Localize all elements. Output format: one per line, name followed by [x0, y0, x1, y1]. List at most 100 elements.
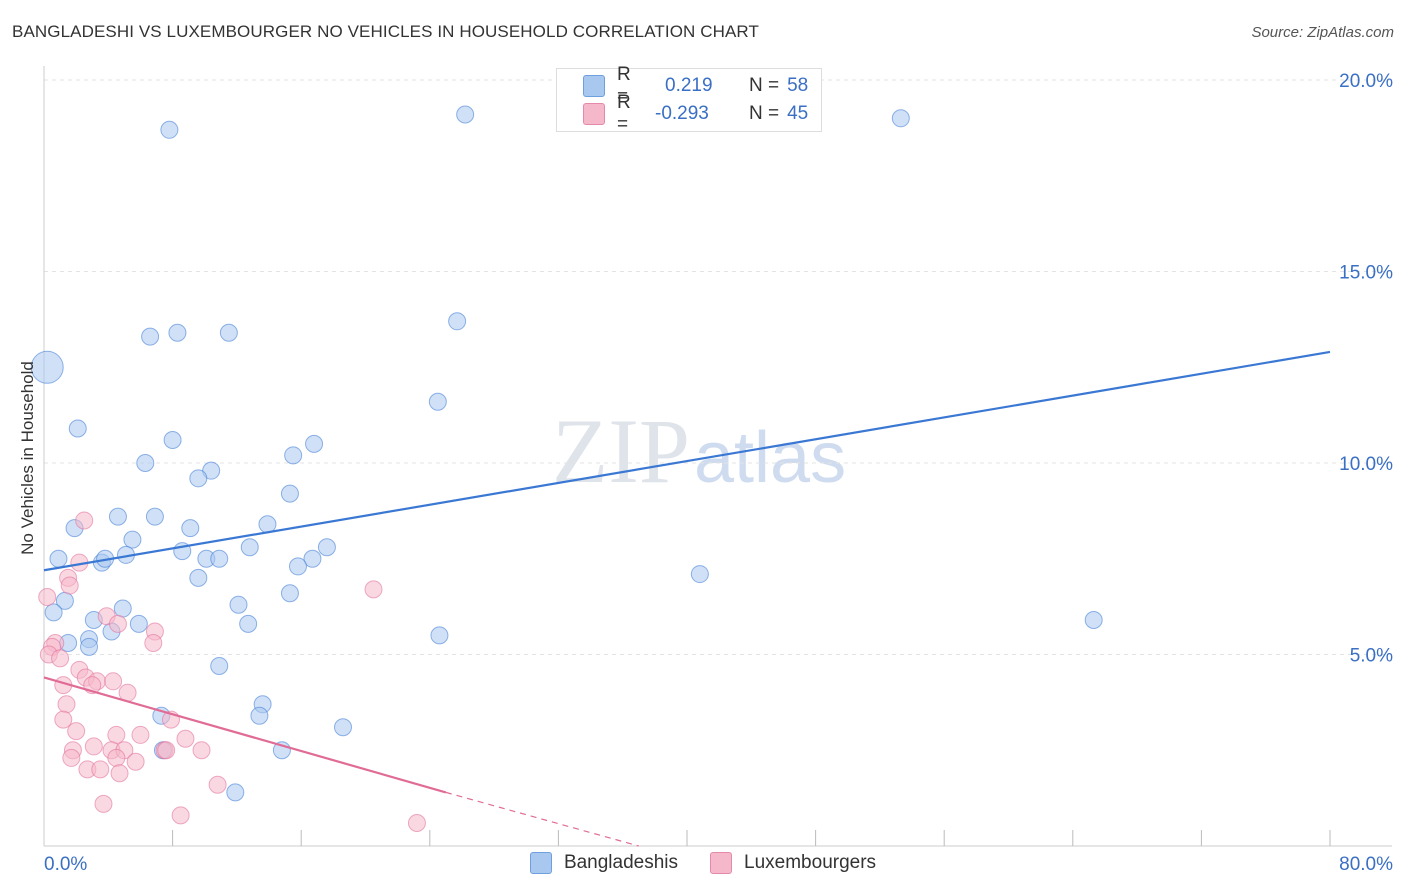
- y-axis-label: No Vehicles in Household: [18, 361, 37, 555]
- data-point-bangladeshis: [891, 109, 910, 128]
- data-point-bangladeshis: [123, 530, 142, 549]
- data-point-luxembourgers: [38, 588, 57, 607]
- data-point-luxembourgers: [84, 737, 103, 756]
- data-point-luxembourgers: [364, 580, 383, 599]
- data-point-bangladeshis: [210, 656, 229, 675]
- series-legend: Bangladeshis Luxembourgers: [0, 852, 1406, 874]
- data-point-bangladeshis: [113, 599, 132, 618]
- data-point-bangladeshis: [428, 392, 447, 411]
- data-point-bangladeshis: [448, 312, 467, 331]
- watermark-zip: ZIP: [552, 400, 690, 502]
- data-point-bangladeshis: [229, 595, 248, 614]
- data-point-luxembourgers: [171, 806, 190, 825]
- x-tick-label: 80.0%: [1339, 854, 1393, 875]
- data-point-bangladeshis: [189, 469, 208, 488]
- data-point-bangladeshis: [239, 614, 258, 633]
- data-point-bangladeshis: [163, 431, 182, 450]
- stats-legend: R = 0.219 N = 58 R = -0.293 N = 45: [556, 64, 822, 135]
- legend-swatch-bangladeshis: [529, 852, 552, 874]
- data-point-bangladeshis: [168, 323, 187, 342]
- data-point-luxembourgers: [192, 741, 211, 760]
- data-point-bangladeshis: [210, 549, 229, 568]
- y-tick-label: 20.0%: [1339, 71, 1393, 92]
- data-point-luxembourgers: [104, 672, 123, 691]
- legend-r-value: 0.219: [665, 75, 713, 96]
- data-point-bangladeshis: [136, 454, 155, 472]
- data-point-luxembourgers: [407, 814, 426, 833]
- data-point-bangladeshis: [317, 538, 336, 557]
- legend-swatch-bangladeshis: [583, 75, 605, 97]
- legend-label-luxembourgers: Luxembourgers: [744, 852, 877, 873]
- data-point-bangladeshis: [1084, 611, 1103, 630]
- legend-swatch-luxembourgers: [583, 103, 605, 125]
- data-point-bangladeshis: [49, 549, 68, 568]
- data-point-bangladeshis: [160, 120, 179, 139]
- data-point-luxembourgers: [54, 710, 73, 729]
- data-point-luxembourgers: [94, 794, 113, 813]
- data-point-bangladeshis: [430, 626, 449, 645]
- data-point-luxembourgers: [107, 725, 126, 744]
- y-tick-label: 10.0%: [1339, 454, 1393, 475]
- data-point-bangladeshis: [690, 565, 709, 584]
- trend-line-bangladeshis: [43, 350, 1331, 572]
- data-point-bangladeshis: [68, 419, 87, 438]
- legend-item-luxembourgers[interactable]: Luxembourgers: [710, 852, 876, 874]
- data-point-bangladeshis: [219, 323, 238, 342]
- watermark-atlas: atlas: [694, 418, 847, 498]
- legend-row-luxembourgers: R = -0.293 N = 45: [583, 92, 809, 135]
- data-point-bangladeshis: [456, 105, 475, 124]
- data-point-luxembourgers: [110, 764, 129, 783]
- chart-title: BANGLADESHI VS LUXEMBOURGER NO VEHICLES …: [12, 22, 759, 41]
- data-point-luxembourgers: [108, 614, 127, 633]
- data-point-bangladeshis: [226, 783, 245, 802]
- legend-r-label: R =: [617, 92, 631, 135]
- trend-line-luxembourgers: [43, 676, 447, 794]
- data-point-luxembourgers: [51, 649, 70, 668]
- data-point-bangladeshis: [280, 484, 299, 503]
- legend-n-value: 45: [787, 103, 809, 124]
- data-point-bangladeshis: [181, 519, 200, 538]
- data-point-luxembourgers: [126, 752, 145, 771]
- data-point-luxembourgers: [131, 725, 150, 744]
- data-point-bangladeshis: [145, 507, 164, 526]
- data-point-bangladeshis: [80, 637, 99, 656]
- data-point-bangladeshis: [303, 549, 322, 568]
- y-tick-label: 5.0%: [1350, 646, 1393, 667]
- legend-label-bangladeshis: Bangladeshis: [563, 852, 679, 873]
- data-point-bangladeshis: [250, 706, 269, 725]
- data-point-bangladeshis: [280, 584, 299, 603]
- data-point-luxembourgers: [62, 748, 81, 767]
- legend-item-bangladeshis[interactable]: Bangladeshis: [529, 852, 679, 874]
- source-label: Source: ZipAtlas.com: [1251, 24, 1394, 41]
- data-point-luxembourgers: [157, 741, 176, 760]
- y-tick-label: 15.0%: [1339, 263, 1393, 284]
- trend-line-extension-luxembourgers: [445, 791, 639, 847]
- data-point-bangladeshis: [240, 538, 259, 557]
- data-point-luxembourgers: [67, 722, 86, 741]
- data-point-bangladeshis: [129, 614, 148, 633]
- legend-n-label: N =: [749, 75, 780, 96]
- legend-n-value: 58: [787, 75, 809, 96]
- data-point-bangladeshis: [288, 557, 307, 576]
- legend-r-label: R =: [617, 64, 631, 107]
- data-point-luxembourgers: [208, 775, 227, 794]
- data-point-luxembourgers: [107, 748, 126, 767]
- data-point-bangladeshis: [44, 603, 63, 622]
- data-point-bangladeshis: [333, 718, 352, 737]
- data-point-bangladeshis: [284, 446, 303, 465]
- legend-swatch-luxembourgers: [710, 852, 733, 874]
- data-point-luxembourgers: [176, 729, 195, 748]
- legend-n-label: N =: [749, 103, 780, 124]
- data-point-bangladeshis: [108, 507, 127, 526]
- data-point-luxembourgers: [91, 760, 110, 779]
- legend-r-value: -0.293: [655, 103, 709, 124]
- legend-row-bangladeshis: R = 0.219 N = 58: [583, 64, 809, 107]
- data-point-luxembourgers: [60, 576, 79, 595]
- watermark: ZIPatlas: [552, 398, 846, 504]
- data-point-bangladeshis: [189, 568, 208, 587]
- data-point-bangladeshis: [141, 327, 160, 346]
- data-point-luxembourgers: [57, 695, 76, 714]
- x-tick-label: 0.0%: [44, 854, 87, 875]
- data-point-luxembourgers: [75, 511, 94, 530]
